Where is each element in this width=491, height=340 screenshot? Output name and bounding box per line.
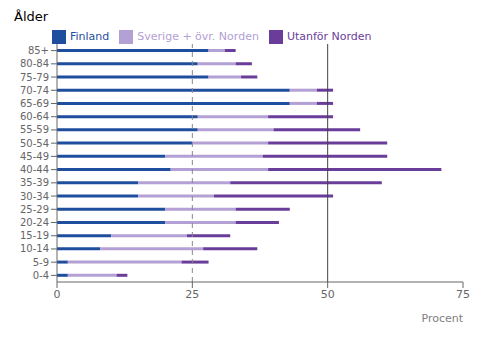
svg-text:45-49: 45-49	[20, 151, 49, 162]
html-text:Sverige + övr. Norden: Sverige + övr. Norden	[137, 30, 259, 43]
html-text:Utanför Norden: Utanför Norden	[286, 30, 372, 43]
svg-text:40-44: 40-44	[20, 164, 49, 175]
svg-text:65-69: 65-69	[20, 98, 49, 109]
svg-text:70-74: 70-74	[20, 85, 49, 96]
svg-text:10-14: 10-14	[20, 243, 49, 254]
svg-text:80-84: 80-84	[20, 58, 49, 69]
html-text:Ålder: Ålder	[14, 9, 49, 24]
svg-text:25: 25	[185, 288, 199, 301]
svg-text:0: 0	[54, 288, 61, 301]
svg-text:25-29: 25-29	[20, 204, 49, 215]
svg-text:15-19: 15-19	[20, 230, 49, 241]
svg-text:75: 75	[456, 288, 470, 301]
svg-text:55-59: 55-59	[20, 124, 49, 135]
html-text:Finland: Finland	[70, 30, 110, 43]
svg-text:50-54: 50-54	[20, 138, 49, 149]
svg-text:35-39: 35-39	[20, 177, 49, 188]
svg-text:5-9: 5-9	[33, 257, 49, 268]
svg-text:50: 50	[321, 288, 335, 301]
svg-text:0-4: 0-4	[33, 270, 49, 281]
svg-text:75-79: 75-79	[20, 72, 49, 83]
svg-text:60-64: 60-64	[20, 111, 49, 122]
svg-text:Procent: Procent	[421, 312, 463, 325]
svg-text:30-34: 30-34	[20, 191, 49, 202]
svg-text:85+: 85+	[28, 45, 49, 56]
svg-text:20-24: 20-24	[20, 217, 49, 228]
